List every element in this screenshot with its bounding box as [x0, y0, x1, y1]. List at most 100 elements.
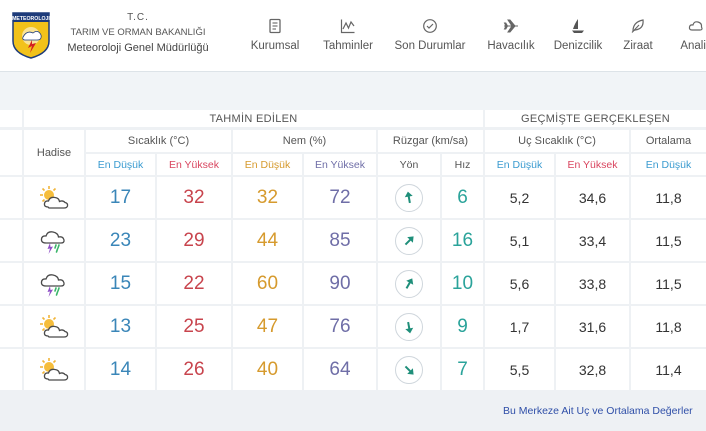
wind-speed-cell: 7	[442, 349, 483, 390]
event-cell	[24, 349, 84, 390]
analysis-icon	[672, 18, 706, 36]
event-cell	[24, 220, 84, 261]
nav-label: Son Durumlar	[394, 40, 466, 52]
humidity-high-cell: 90	[304, 263, 376, 304]
col-average-header: Ortalama	[631, 130, 706, 152]
humidity-low-cell: 60	[233, 263, 302, 304]
sub-temp-low: En Düşük	[86, 154, 155, 175]
average-low-cell: 11,8	[631, 306, 706, 347]
wind-direction-arrow-icon	[395, 183, 423, 212]
humidity-low-cell: 32	[233, 177, 302, 218]
humidity-low-cell: 40	[233, 349, 302, 390]
sub-avg-low: En Düşük	[631, 154, 706, 175]
wind-speed-cell: 10	[442, 263, 483, 304]
org-line-ministry: TARIM VE ORMAN BAKANLIĞI	[70, 27, 206, 38]
center-extremes-link[interactable]: Bu Merkeze Ait Uç ve Ortalama Değerler	[503, 405, 693, 417]
past-low-cell: 5,2	[485, 177, 554, 218]
past-low-cell: 5,1	[485, 220, 554, 261]
sailboat-icon	[550, 18, 606, 36]
nav-label: Kurumsal	[250, 40, 300, 52]
sub-temp-high: En Yüksek	[157, 154, 231, 175]
past-high-cell: 33,4	[556, 220, 629, 261]
nav-ziraat[interactable]: Ziraat	[618, 18, 658, 62]
temp-high-cell: 32	[157, 177, 231, 218]
nav-denizcilik[interactable]: Denizcilik	[550, 18, 606, 62]
humidity-high-cell: 85	[304, 220, 376, 261]
station-cell	[0, 177, 22, 218]
past-low-cell: 1,7	[485, 306, 554, 347]
partly-cloudy-icon	[37, 314, 71, 340]
nav-analiz[interactable]: Analiz	[672, 18, 706, 62]
station-cell	[0, 263, 22, 304]
col-wind-header: Rüzgar (km/sa)	[378, 130, 483, 152]
thunderstorm-icon	[37, 227, 71, 255]
col-event-header: Hadise	[24, 130, 84, 175]
nav-tahminler[interactable]: Tahminler	[318, 18, 378, 62]
organization-name: T.C. TARIM VE ORMAN BAKANLIĞI Meteoroloj…	[58, 12, 218, 54]
station-cell	[0, 349, 22, 390]
past-low-cell: 5,5	[485, 349, 554, 390]
wind-speed-cell: 6	[442, 177, 483, 218]
col-humidity-header: Nem (%)	[233, 130, 376, 152]
average-low-cell: 11,5	[631, 263, 706, 304]
svg-text:METEOROLOJI: METEOROLOJI	[12, 16, 50, 22]
nav-label: Havacılık	[487, 40, 535, 52]
sub-hum-low: En Düşük	[233, 154, 302, 175]
nav-label: Denizcilik	[553, 40, 603, 52]
mgm-logo[interactable]: METEOROLOJI	[11, 11, 51, 59]
thunderstorm-icon	[37, 270, 71, 298]
past-high-cell: 33,8	[556, 263, 629, 304]
group-past-header: GEÇMİŞTE GERÇEKLEŞEN	[485, 110, 706, 127]
blank-cell	[0, 110, 22, 127]
humidity-high-cell: 76	[304, 306, 376, 347]
partly-cloudy-icon	[37, 185, 71, 211]
station-cell	[0, 306, 22, 347]
station-cell	[0, 220, 22, 261]
page-band	[0, 72, 706, 110]
wind-direction-cell	[378, 349, 440, 390]
nav-label: Tahminler	[323, 40, 373, 52]
humidity-low-cell: 44	[233, 220, 302, 261]
past-high-cell: 32,8	[556, 349, 629, 390]
wind-direction-arrow-icon	[395, 269, 423, 298]
sub-past-high: En Yüksek	[556, 154, 629, 175]
org-line-tc: T.C.	[127, 12, 149, 23]
average-low-cell: 11,5	[631, 220, 706, 261]
temp-low-cell: 14	[86, 349, 155, 390]
blank-cell	[0, 130, 22, 175]
temp-high-cell: 25	[157, 306, 231, 347]
humidity-high-cell: 72	[304, 177, 376, 218]
leaf-icon	[618, 18, 658, 36]
temp-high-cell: 29	[157, 220, 231, 261]
past-high-cell: 34,6	[556, 177, 629, 218]
org-line-directorate: Meteoroloji Genel Müdürlüğü	[67, 42, 209, 54]
wind-direction-arrow-icon	[395, 312, 423, 341]
average-low-cell: 11,4	[631, 349, 706, 390]
wind-speed-cell: 9	[442, 306, 483, 347]
humidity-low-cell: 47	[233, 306, 302, 347]
event-cell	[24, 263, 84, 304]
group-forecast-header: TAHMİN EDİLEN	[24, 110, 483, 127]
average-low-cell: 11,8	[631, 177, 706, 218]
sub-hum-high: En Yüksek	[304, 154, 376, 175]
nav-son-durumlar[interactable]: Son Durumlar	[390, 18, 470, 62]
wind-direction-cell	[378, 263, 440, 304]
sub-wind-dir: Yön	[378, 154, 440, 175]
wind-direction-cell	[378, 220, 440, 261]
col-extreme-temp-header: Uç Sıcaklık (°C)	[485, 130, 629, 152]
temp-low-cell: 13	[86, 306, 155, 347]
sub-past-low: En Düşük	[485, 154, 554, 175]
nav-havacilik[interactable]: Havacılık	[484, 18, 538, 62]
nav-kurumsal[interactable]: Kurumsal	[246, 18, 304, 62]
temp-low-cell: 15	[86, 263, 155, 304]
site-header: METEOROLOJI T.C. TARIM VE ORMAN BAKANLIĞ…	[0, 0, 706, 72]
nav-label: Ziraat	[623, 40, 653, 52]
event-cell	[24, 177, 84, 218]
temp-low-cell: 23	[86, 220, 155, 261]
temp-high-cell: 22	[157, 263, 231, 304]
nav-label: Analiz	[680, 40, 706, 52]
wind-direction-arrow-icon	[395, 226, 423, 255]
chart-icon	[318, 18, 378, 36]
past-low-cell: 5,6	[485, 263, 554, 304]
past-high-cell: 31,6	[556, 306, 629, 347]
